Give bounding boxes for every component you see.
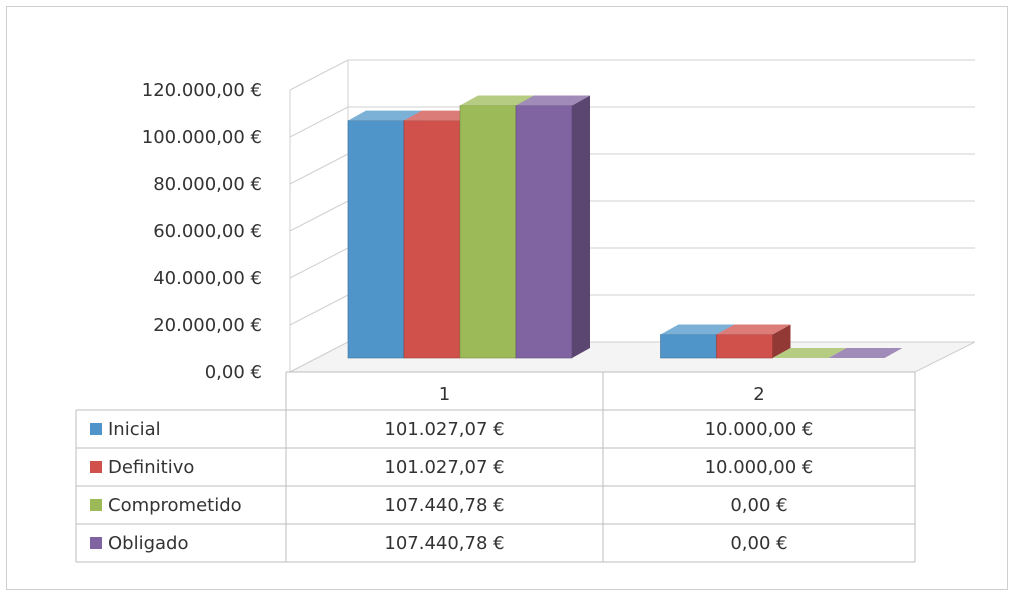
data-table-cell: 101.027,07 € <box>384 419 504 440</box>
side-wall-gridline <box>289 247 349 279</box>
bar-front-definitivo-2 <box>716 334 773 359</box>
bar-side-obligado-1 <box>572 95 590 359</box>
bar-top-obligado-1 <box>516 95 590 106</box>
data-table-cell: 0,00 € <box>730 533 787 554</box>
bar-side-definitivo-2 <box>772 324 791 358</box>
bar-front-comprometido-1 <box>459 105 517 359</box>
bar-top-comprometido-2 <box>772 348 847 358</box>
bar-top-comprometido-1 <box>460 95 534 106</box>
legend-swatch-obligado <box>90 537 102 549</box>
y-tick-label: 60.000,00 € <box>153 221 262 242</box>
legend-swatch-definitivo <box>90 461 102 473</box>
side-wall-gridline <box>289 59 349 91</box>
bar-front-obligado-1 <box>515 105 573 359</box>
y-tick-label: 120.000,00 € <box>142 80 262 101</box>
data-table-cell: 107.440,78 € <box>384 495 504 516</box>
bar-front-inicial-2 <box>660 334 717 359</box>
bar-front-definitivo-1 <box>403 120 461 359</box>
x-category-label: 1 <box>439 384 450 405</box>
legend-label-inicial: Inicial <box>108 419 161 440</box>
data-table-cell: 101.027,07 € <box>384 457 504 478</box>
bar-top-inicial-1 <box>348 110 422 121</box>
data-table-cell: 10.000,00 € <box>705 457 814 478</box>
legend-label-comprometido: Comprometido <box>108 495 242 516</box>
bar-top-inicial-2 <box>660 324 735 335</box>
legend-swatch-inicial <box>90 423 102 435</box>
side-wall-gridline <box>289 106 349 138</box>
y-tick-label: 0,00 € <box>205 362 262 383</box>
data-table-cell: 107.440,78 € <box>384 533 504 554</box>
bar-top-definitivo-2 <box>716 324 791 335</box>
x-category-label: 2 <box>753 384 764 405</box>
legend-label-obligado: Obligado <box>108 533 189 554</box>
side-wall-gridline <box>289 200 349 232</box>
y-tick-label: 100.000,00 € <box>142 127 262 148</box>
y-tick-label: 80.000,00 € <box>153 174 262 195</box>
legend-label-definitivo: Definitivo <box>108 457 194 478</box>
data-table-cell: 10.000,00 € <box>705 419 814 440</box>
bar-front-inicial-1 <box>347 120 405 359</box>
side-wall-gridline <box>289 153 349 185</box>
side-wall-gridline <box>289 294 349 326</box>
y-tick-label: 20.000,00 € <box>153 315 262 336</box>
bar-top-definitivo-1 <box>404 110 478 121</box>
bar-top-obligado-2 <box>828 348 903 358</box>
data-table-cell: 0,00 € <box>730 495 787 516</box>
legend-swatch-comprometido <box>90 499 102 511</box>
y-tick-label: 40.000,00 € <box>153 268 262 289</box>
